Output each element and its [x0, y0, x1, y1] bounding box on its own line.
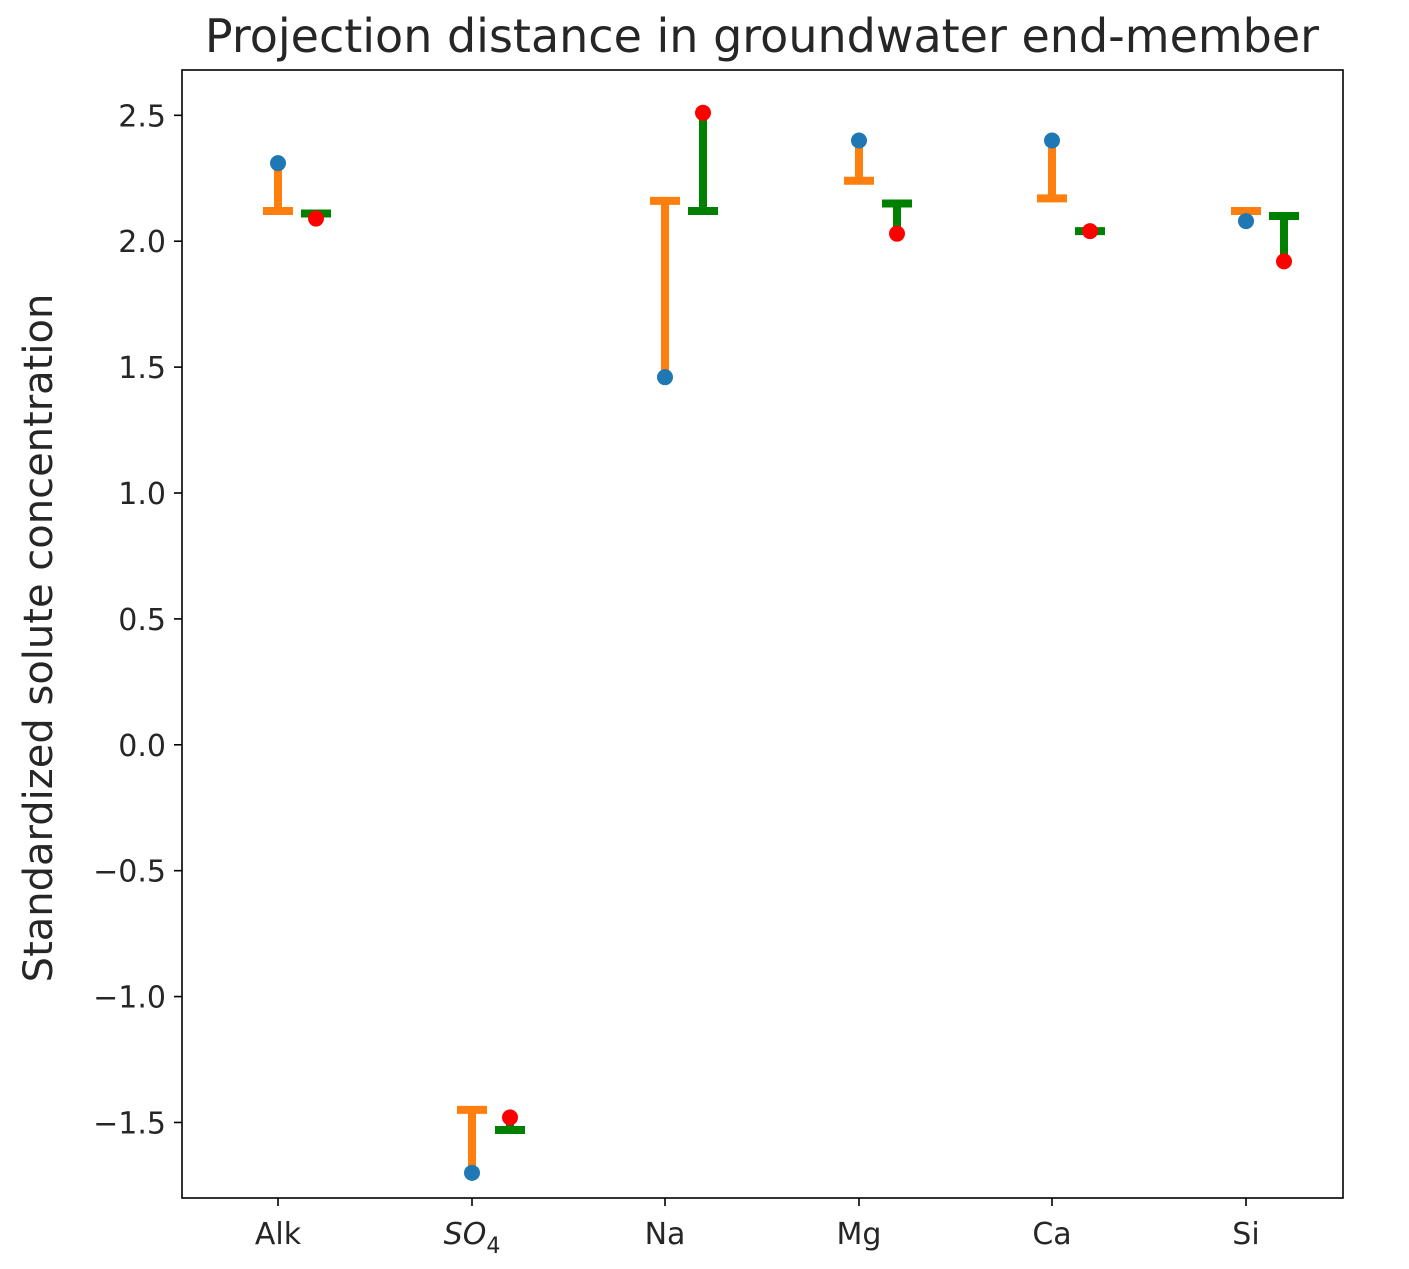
y-tick-label: −1.0: [93, 981, 166, 1016]
chart-title: Projection distance in groundwater end-m…: [205, 9, 1319, 63]
right-data-point: [308, 210, 324, 227]
y-axis: 2.5 2.0 1.5 1.0 0.5 0.0 −0.5 −1.0 −1.5: [93, 99, 182, 1141]
plot-marks: [263, 104, 1299, 1181]
left-data-point: [657, 369, 673, 386]
x-tick-label: Na: [645, 1217, 686, 1252]
x-axis: Alk SO4 Na Mg Ca Si: [255, 1198, 1260, 1259]
x-tick-label: SO4: [444, 1217, 501, 1259]
x-tick-label: Mg: [837, 1217, 882, 1252]
right-data-point: [695, 104, 711, 121]
y-tick-label: 0.5: [118, 603, 166, 638]
left-data-point: [1044, 132, 1060, 149]
x-tick-label: Ca: [1032, 1217, 1071, 1252]
right-data-point: [502, 1109, 518, 1126]
y-tick-label: −0.5: [93, 855, 166, 890]
x-tick-label: Alk: [255, 1217, 302, 1252]
y-tick-label: 1.5: [118, 351, 166, 386]
left-data-point: [1238, 213, 1254, 230]
left-data-point: [464, 1164, 480, 1181]
left-data-point: [270, 155, 286, 172]
plot-frame: [181, 69, 1344, 1199]
x-tick-label: Si: [1232, 1217, 1259, 1252]
right-data-point: [889, 225, 905, 242]
y-tick-label: 2.5: [118, 99, 166, 134]
right-data-point: [1276, 253, 1292, 270]
y-tick-label: 1.0: [118, 477, 166, 512]
y-tick-label: 0.0: [118, 729, 166, 764]
y-tick-label: 2.0: [118, 225, 166, 260]
left-data-point: [851, 132, 867, 149]
right-data-point: [1082, 223, 1098, 240]
y-tick-label: −1.5: [93, 1106, 166, 1141]
y-axis-label: Standardized solute concentration: [16, 294, 62, 983]
